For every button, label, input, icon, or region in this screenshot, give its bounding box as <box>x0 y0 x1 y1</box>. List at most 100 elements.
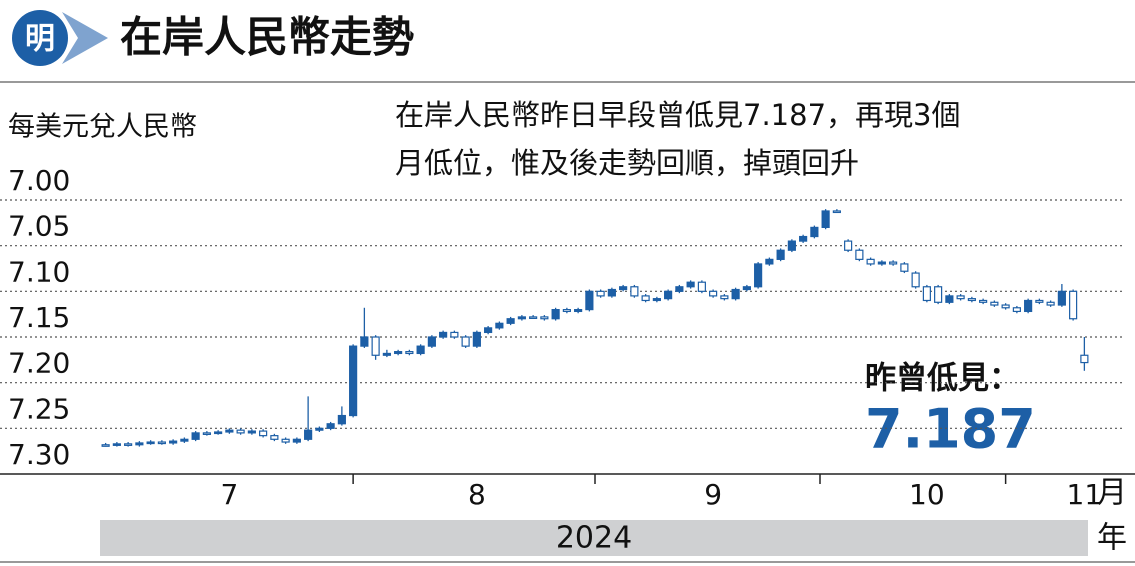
candle-body <box>461 336 470 347</box>
candle-body <box>562 309 571 313</box>
candle-body <box>956 295 965 300</box>
candle-body <box>416 345 425 355</box>
candle-body <box>349 345 358 417</box>
candle-body <box>787 240 796 251</box>
chart-title: 在岸人民幣走勢 <box>120 13 414 62</box>
candle-body <box>877 261 886 265</box>
candle-body <box>810 226 819 238</box>
x-tick-label: 10 <box>909 478 945 511</box>
candle-body <box>607 288 616 297</box>
candle-body <box>652 298 661 302</box>
candle-body <box>169 440 178 444</box>
candle-body <box>866 258 875 265</box>
candle-body <box>304 429 313 440</box>
candle-body <box>641 295 650 302</box>
y-tick-label: 7.05 <box>8 210 70 243</box>
candle-body <box>945 295 954 303</box>
candle-body <box>742 286 751 291</box>
year-band <box>100 520 1088 556</box>
y-tick-label: 7.10 <box>8 255 70 288</box>
candle-body <box>202 432 211 435</box>
candle-body <box>630 286 639 297</box>
candle-body <box>157 441 166 445</box>
candle-body <box>281 438 290 443</box>
candle-body <box>112 443 121 446</box>
candle-body <box>1012 307 1021 313</box>
x-unit-label: 月 <box>1097 476 1127 511</box>
x-tick-label: 7 <box>220 478 238 511</box>
y-tick-label: 7.00 <box>8 164 70 197</box>
candle-body <box>247 430 256 434</box>
candle-body <box>270 435 279 440</box>
y-tick-label: 7.30 <box>8 438 70 471</box>
candle-body <box>225 429 234 433</box>
candle-body <box>934 286 943 303</box>
candle-body <box>135 442 144 446</box>
candle-body <box>675 286 684 292</box>
candle-body <box>686 281 695 288</box>
candle-body <box>405 351 414 355</box>
logo-text: 明 <box>25 22 55 57</box>
candle-body <box>540 316 549 320</box>
candle-body <box>697 281 706 292</box>
candle-body <box>495 322 504 329</box>
candle-body <box>664 290 673 300</box>
candle-body <box>394 351 403 355</box>
y-tick-label: 7.20 <box>8 347 70 380</box>
candle-body <box>596 290 605 297</box>
candle-body <box>1069 290 1078 320</box>
logo: 明 <box>12 10 108 66</box>
candle-body <box>731 288 740 300</box>
candle-body <box>754 263 763 288</box>
candle-body <box>720 295 729 300</box>
candle-body <box>259 430 268 437</box>
x-tick-label: 8 <box>468 478 486 511</box>
candle-body <box>1001 304 1010 309</box>
annotation-line: 月低位，惟及後走勢回順，掉頭回升 <box>395 146 859 180</box>
candle-body <box>967 298 976 302</box>
candle-body <box>709 290 718 297</box>
candle-body <box>337 414 346 425</box>
candle-body <box>619 286 628 291</box>
candle-body <box>191 432 200 440</box>
candle-body <box>315 427 324 431</box>
candle-body <box>776 249 785 260</box>
candle-body <box>889 261 898 265</box>
candle-body <box>484 327 493 334</box>
candle-body <box>427 336 436 347</box>
x-tick-label: 9 <box>704 478 722 511</box>
candle-body <box>990 301 999 306</box>
y-axis-label: 每美元兌人民幣 <box>8 112 197 143</box>
candle-body <box>574 309 583 313</box>
logo-badge <box>12 10 68 66</box>
candle-body <box>832 210 841 214</box>
candle-body <box>922 286 931 302</box>
candle-body <box>551 309 560 320</box>
candle-body <box>236 429 245 434</box>
candle-body <box>124 443 133 446</box>
y-tick-label: 7.25 <box>8 392 70 425</box>
year-unit-label: 年 <box>1097 521 1127 556</box>
callout-label: 昨曾低見： <box>865 361 1020 397</box>
candle-body <box>765 258 774 265</box>
candle-body <box>517 316 526 320</box>
candle-body <box>799 235 808 242</box>
callout-value: 7.187 <box>865 398 1036 461</box>
candle-body <box>439 331 448 338</box>
candle-body <box>146 441 155 445</box>
x-tick-label: 11 <box>1067 478 1103 511</box>
year-label: 2024 <box>556 521 632 556</box>
candle-body <box>472 331 481 347</box>
candle-body <box>1035 299 1044 303</box>
y-tick-label: 7.15 <box>8 301 70 334</box>
candle-body <box>1080 354 1089 364</box>
candle-body <box>371 336 380 356</box>
candle-body <box>292 438 301 443</box>
candle-body <box>506 318 515 324</box>
candle-body <box>180 438 189 442</box>
candle-body <box>1057 290 1066 306</box>
candle-body <box>214 431 223 435</box>
candle-body <box>911 272 920 288</box>
